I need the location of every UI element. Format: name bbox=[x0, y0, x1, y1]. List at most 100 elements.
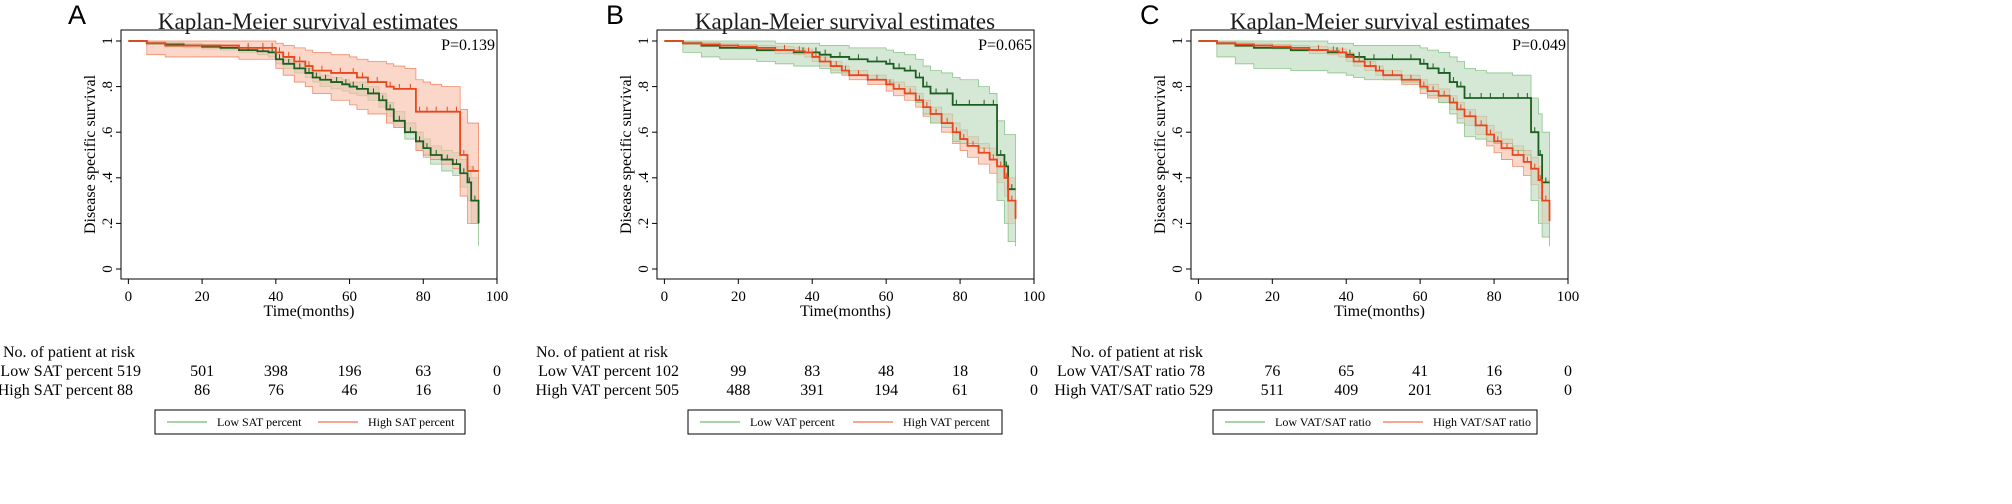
risk-row-label: High VAT percent bbox=[535, 382, 651, 399]
y-axis-title: Disease specific survival bbox=[82, 74, 99, 234]
risk-count: 76 bbox=[268, 382, 284, 399]
x-tick-label: 80 bbox=[416, 289, 431, 305]
risk-row-label: Low VAT percent bbox=[538, 363, 651, 380]
y-tick-label: .8 bbox=[100, 81, 116, 92]
p-value: P=0.065 bbox=[978, 37, 1032, 54]
panel-letter: A bbox=[68, 0, 86, 30]
p-value: P=0.049 bbox=[1512, 37, 1566, 54]
plot-frame bbox=[120, 29, 498, 280]
ci-band-low bbox=[1198, 40, 1550, 238]
plot-frame bbox=[656, 29, 1035, 280]
y-axis-title: Disease specific survival bbox=[618, 74, 635, 234]
risk-count: 505 bbox=[655, 382, 679, 399]
risk-row-label: High SAT percent bbox=[0, 382, 114, 399]
y-axis-title: Disease specific survival bbox=[1152, 74, 1169, 234]
risk-count: 0 bbox=[493, 363, 501, 380]
risk-count: 83 bbox=[804, 363, 820, 380]
y-tick-label: 1 bbox=[636, 37, 652, 45]
x-axis-title: Time(months) bbox=[800, 303, 891, 320]
x-tick-label: 60 bbox=[1413, 289, 1428, 305]
risk-count: 78 bbox=[1189, 363, 1205, 380]
y-tick-label: .6 bbox=[636, 126, 652, 138]
x-tick-label: 20 bbox=[1265, 289, 1280, 305]
risk-count: 63 bbox=[415, 363, 431, 380]
ci-band-low bbox=[664, 40, 1016, 243]
risk-count: 48 bbox=[878, 363, 894, 380]
panel-letter: B bbox=[606, 0, 624, 30]
risk-count: 0 bbox=[493, 382, 501, 399]
risk-count: 86 bbox=[194, 382, 210, 399]
survival-line-high bbox=[128, 40, 479, 172]
y-tick-label: .4 bbox=[636, 172, 652, 184]
y-tick-label: 0 bbox=[1170, 265, 1186, 273]
x-tick-label: 100 bbox=[1023, 289, 1046, 305]
x-tick-label: 100 bbox=[486, 289, 509, 305]
legend-label-low: Low VAT percent bbox=[750, 415, 835, 429]
risk-count: 488 bbox=[726, 382, 750, 399]
survival-line-low bbox=[128, 40, 480, 224]
x-tick-label: 40 bbox=[1339, 289, 1354, 305]
x-tick-label: 80 bbox=[1487, 289, 1502, 305]
x-tick-label: 20 bbox=[195, 289, 210, 305]
legend: Low VAT percent High VAT percent bbox=[687, 409, 1003, 435]
legend-label-high: High SAT percent bbox=[368, 415, 455, 429]
risk-count: 102 bbox=[655, 363, 679, 380]
risk-count: 529 bbox=[1189, 382, 1213, 399]
risk-count: 501 bbox=[190, 363, 214, 380]
risk-count: 76 bbox=[1264, 363, 1280, 380]
y-tick-label: .6 bbox=[100, 126, 116, 138]
legend-box bbox=[687, 409, 1003, 435]
x-tick-label: 100 bbox=[1557, 289, 1580, 305]
y-tick-label: .4 bbox=[100, 172, 116, 184]
legend: Low VAT/SAT ratio High VAT/SAT ratio bbox=[1212, 409, 1538, 435]
x-tick-label: 40 bbox=[268, 289, 283, 305]
risk-table-header: No. of patient at risk bbox=[3, 344, 135, 361]
survival-line-high bbox=[664, 40, 1017, 219]
panel-c: C Kaplan-Meier survival estimates0.2.4.6.… bbox=[1054, 0, 1580, 435]
plot-frame bbox=[1190, 29, 1569, 280]
x-tick-label: 60 bbox=[879, 289, 894, 305]
y-tick-label: .8 bbox=[636, 81, 652, 92]
risk-count: 194 bbox=[874, 382, 898, 399]
p-value: P=0.139 bbox=[441, 37, 495, 54]
risk-count: 63 bbox=[1486, 382, 1502, 399]
legend-box bbox=[1212, 409, 1538, 435]
risk-table-header: No. of patient at risk bbox=[536, 344, 668, 361]
panel-a: A Kaplan-Meier survival estimates0.2.4.6.… bbox=[0, 0, 509, 435]
y-tick-label: 0 bbox=[100, 265, 116, 273]
x-tick-label: 0 bbox=[125, 289, 133, 305]
risk-count: 519 bbox=[117, 363, 141, 380]
risk-count: 16 bbox=[415, 382, 431, 399]
y-tick-label: .2 bbox=[636, 218, 652, 229]
x-tick-label: 0 bbox=[1195, 289, 1203, 305]
risk-count: 398 bbox=[264, 363, 288, 380]
risk-count: 61 bbox=[952, 382, 968, 399]
risk-count: 0 bbox=[1030, 363, 1038, 380]
x-tick-label: 0 bbox=[661, 289, 669, 305]
x-tick-label: 60 bbox=[342, 289, 357, 305]
risk-count: 0 bbox=[1030, 382, 1038, 399]
risk-count: 0 bbox=[1564, 382, 1572, 399]
risk-count: 0 bbox=[1564, 363, 1572, 380]
y-tick-label: .4 bbox=[1170, 172, 1186, 184]
x-tick-label: 20 bbox=[731, 289, 746, 305]
legend-label-low: Low VAT/SAT ratio bbox=[1275, 415, 1371, 429]
x-axis-title: Time(months) bbox=[1334, 303, 1425, 320]
risk-row-label: Low VAT/SAT ratio bbox=[1057, 363, 1185, 380]
risk-count: 65 bbox=[1338, 363, 1354, 380]
y-tick-label: 0 bbox=[636, 265, 652, 273]
risk-count: 391 bbox=[800, 382, 824, 399]
y-tick-label: .6 bbox=[1170, 126, 1186, 138]
risk-count: 511 bbox=[1261, 382, 1284, 399]
survival-line-low bbox=[664, 40, 1016, 191]
x-tick-label: 40 bbox=[805, 289, 820, 305]
risk-row-label: High VAT/SAT ratio bbox=[1054, 382, 1185, 399]
y-tick-label: 1 bbox=[100, 37, 116, 45]
risk-count: 88 bbox=[117, 382, 133, 399]
x-tick-label: 80 bbox=[953, 289, 968, 305]
risk-count: 99 bbox=[730, 363, 746, 380]
legend-label-high: High VAT/SAT ratio bbox=[1433, 415, 1531, 429]
survival-line-low bbox=[1198, 40, 1550, 184]
risk-count: 16 bbox=[1486, 363, 1502, 380]
